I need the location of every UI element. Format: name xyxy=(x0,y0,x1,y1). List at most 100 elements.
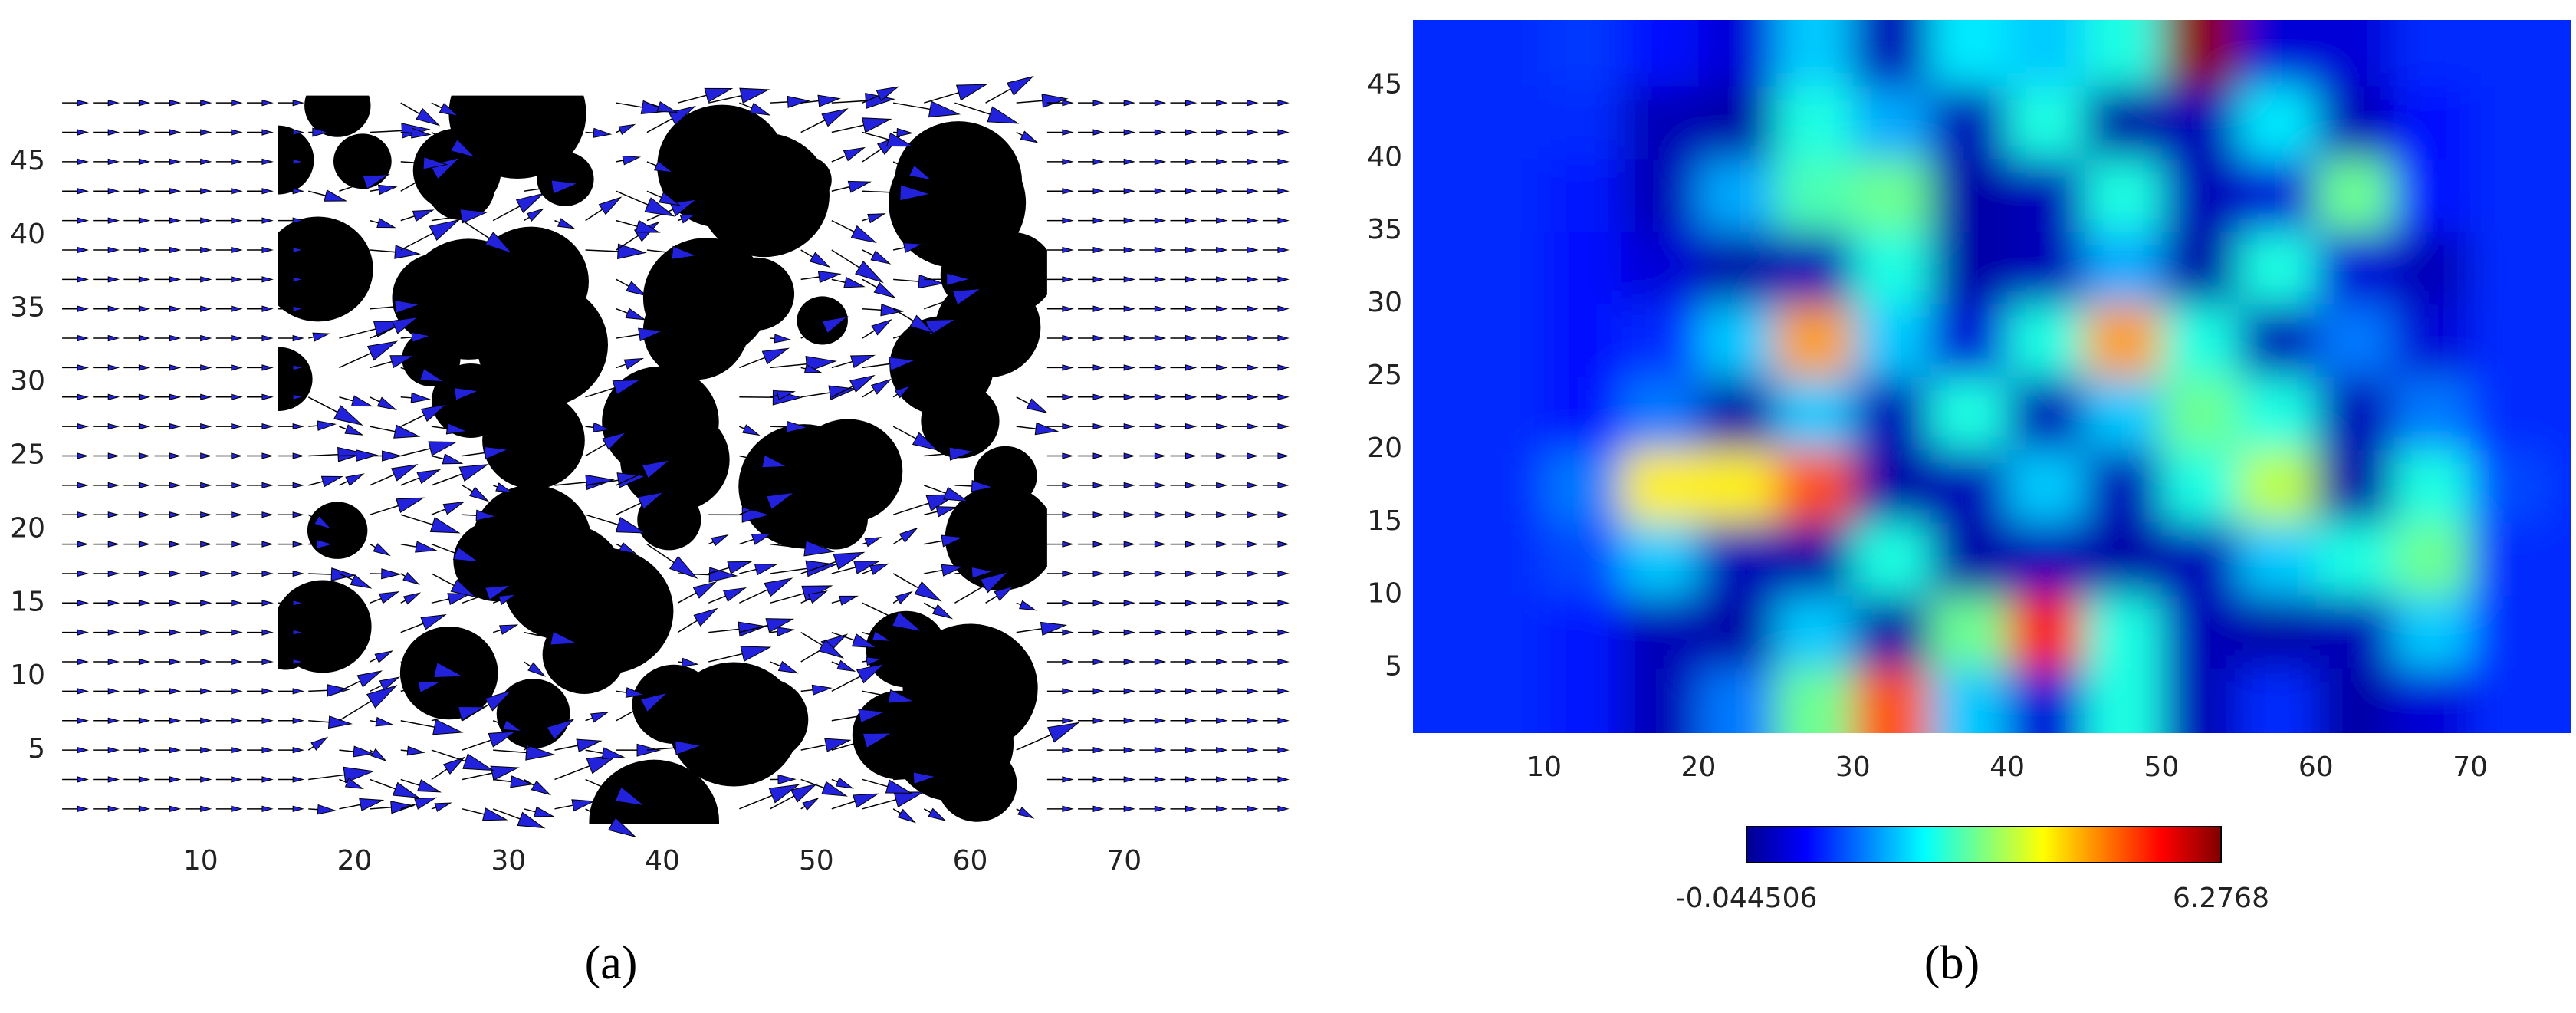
vector-head xyxy=(261,600,274,607)
vector-head xyxy=(1216,482,1228,489)
vector-head xyxy=(1184,188,1198,195)
heat-cell xyxy=(2315,449,2394,523)
vector-head xyxy=(1277,482,1290,489)
vector-head xyxy=(1092,158,1105,166)
vector-head xyxy=(366,685,398,709)
vector-head xyxy=(918,274,945,289)
heat-cell xyxy=(2239,20,2317,87)
heat-cell xyxy=(2470,85,2548,160)
vector-head xyxy=(635,219,661,233)
heat-cell xyxy=(2007,304,2085,377)
vector-head xyxy=(1062,629,1074,636)
heat-cell xyxy=(1544,304,1622,377)
vector-head xyxy=(382,450,402,462)
heat-cell xyxy=(1930,231,2009,305)
vector-head xyxy=(622,155,642,166)
vector-head xyxy=(138,364,151,371)
vector-head xyxy=(200,600,212,607)
vector-head xyxy=(1092,100,1105,107)
vector-head xyxy=(200,423,212,430)
vector-head xyxy=(1123,423,1136,430)
vector-head xyxy=(951,288,983,306)
vector-head xyxy=(77,100,89,107)
vector-head xyxy=(169,423,182,430)
vector-head xyxy=(1247,805,1259,812)
vector-head xyxy=(515,192,545,213)
vector-head xyxy=(261,717,274,724)
vector-head xyxy=(231,158,243,166)
vector-head xyxy=(1216,570,1228,577)
vector-head xyxy=(1184,129,1198,136)
vector-head xyxy=(200,688,212,695)
colorbar xyxy=(1746,826,2222,863)
vector-head xyxy=(1247,100,1259,107)
x-tick-label: 40 xyxy=(645,845,680,877)
vector-head xyxy=(138,423,151,430)
heat-cell xyxy=(2547,521,2571,596)
vector-head xyxy=(1154,688,1167,695)
vector-head xyxy=(1062,600,1074,607)
vector-head xyxy=(488,731,518,748)
vector-head xyxy=(639,692,669,713)
vector-head xyxy=(169,688,182,695)
vector-head xyxy=(261,100,274,107)
vector-head xyxy=(843,276,866,288)
vector-head xyxy=(681,657,699,667)
vector-head xyxy=(200,100,212,107)
heat-cell xyxy=(1413,231,1468,305)
vector-head xyxy=(836,659,856,672)
heat-cell xyxy=(1698,377,1777,450)
heat-cell xyxy=(2393,85,2472,160)
heat-cell xyxy=(1413,158,1468,232)
vector-head xyxy=(292,541,305,548)
obstacle xyxy=(602,366,719,478)
vector-head xyxy=(1216,393,1228,400)
vector-head xyxy=(807,590,828,604)
vector-head xyxy=(704,87,734,103)
y-tick-label: 40 xyxy=(10,219,45,250)
vector-head xyxy=(971,566,994,579)
vector-head xyxy=(987,106,1020,124)
vector-head xyxy=(1092,129,1105,136)
vector-head xyxy=(1062,511,1074,518)
vector-head xyxy=(138,658,151,666)
heatmap-clip xyxy=(1413,20,2571,733)
vector-head xyxy=(886,132,915,147)
vector-head xyxy=(1154,482,1167,489)
vector-head xyxy=(1184,158,1198,166)
vector-head xyxy=(231,482,243,489)
vector-head xyxy=(138,541,151,548)
vector-head xyxy=(723,587,748,602)
vector-head xyxy=(1247,541,1259,548)
heat-cell xyxy=(1698,85,1777,160)
heat-cell xyxy=(2470,521,2548,596)
vector-head xyxy=(885,779,913,794)
vector-head xyxy=(1277,364,1290,371)
heat-cell xyxy=(2007,158,2085,232)
vector-head xyxy=(1092,746,1105,754)
obstacle xyxy=(803,488,868,550)
heat-cell xyxy=(1544,20,1622,87)
vector-head xyxy=(761,347,790,365)
vector-head xyxy=(1123,805,1136,812)
vector-head xyxy=(612,379,642,396)
vector-head xyxy=(1154,393,1167,400)
vector-head xyxy=(1247,129,1259,136)
heat-cell xyxy=(1467,85,1546,160)
vector-head xyxy=(77,423,89,430)
heat-cell xyxy=(2007,85,2085,160)
vector-head xyxy=(416,107,441,127)
vector-head xyxy=(200,511,212,518)
vector-head xyxy=(200,393,212,400)
obstacle xyxy=(902,623,1038,752)
vector-head xyxy=(1277,658,1290,666)
vector-head xyxy=(292,246,305,254)
vector-head xyxy=(847,180,872,193)
vector-head xyxy=(261,246,274,254)
vector-head xyxy=(261,629,274,636)
vector-head xyxy=(1123,364,1136,371)
vector-head xyxy=(1062,188,1074,195)
vector-head xyxy=(107,541,120,548)
vector-head xyxy=(895,590,913,604)
